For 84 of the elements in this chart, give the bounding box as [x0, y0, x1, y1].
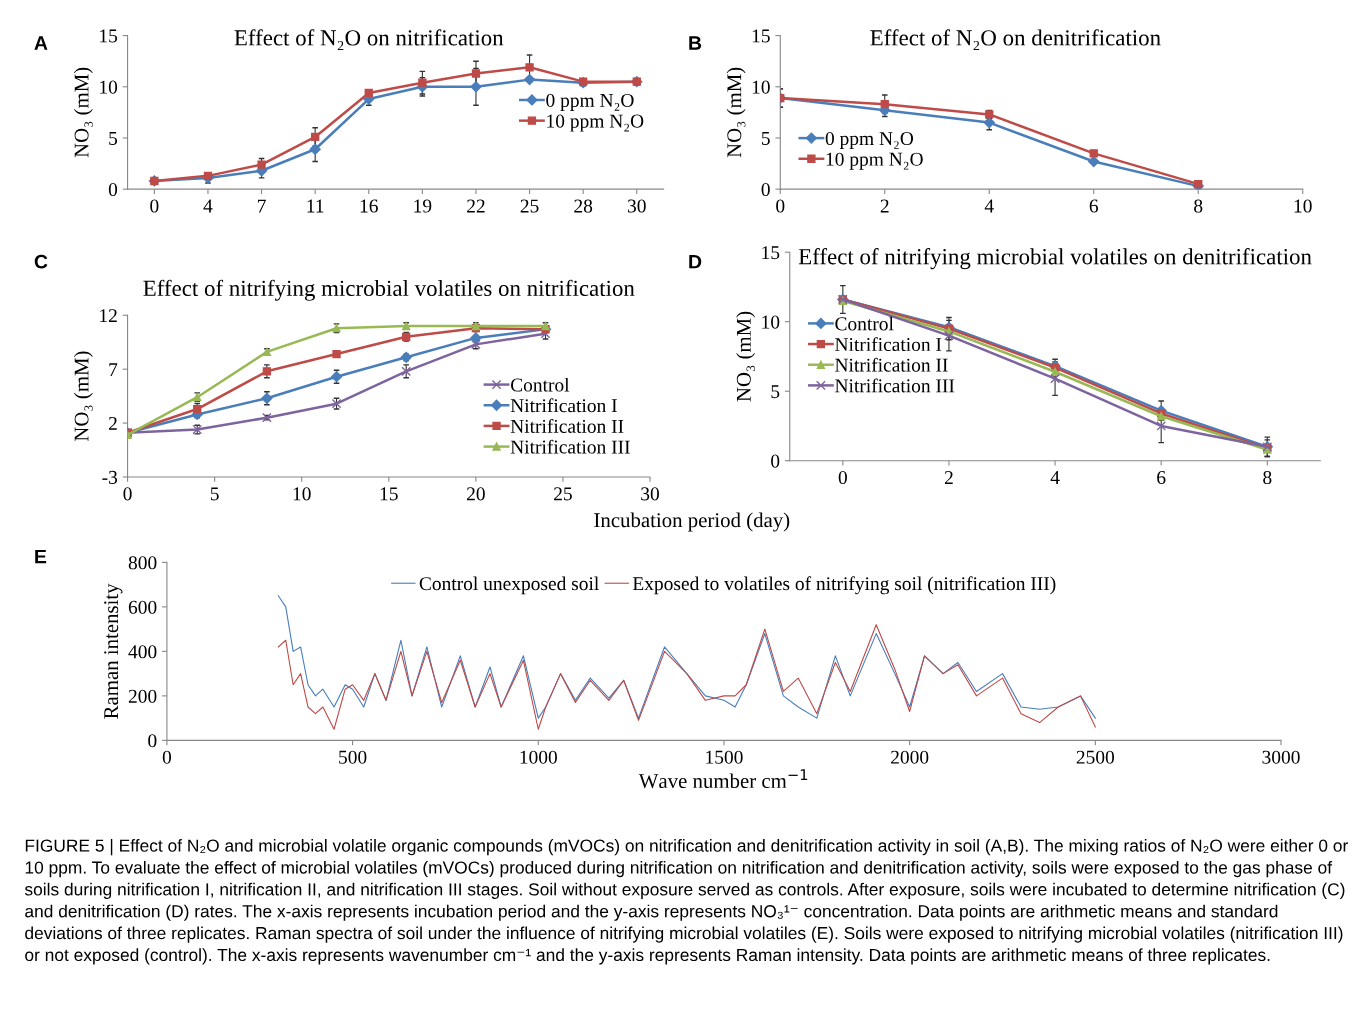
x-tick-label: 2 [944, 471, 953, 484]
chart-title: Effect of nitrifying microbial volatiles on denitrification [798, 248, 1312, 270]
x-tick-label: 10 [293, 487, 311, 501]
x-tick-label: 2 [880, 199, 889, 213]
y-tick-label: 10 [752, 80, 770, 94]
y-tick-label: 12 [100, 309, 117, 323]
y-tick-label: 0 [761, 182, 770, 197]
y-tick-label: -3 [102, 470, 118, 484]
x-tick-label: 22 [467, 199, 485, 213]
y-tick-label: 10 [100, 80, 118, 94]
legend-label: Nitrification I [510, 398, 617, 413]
legend-label: Nitrification II [510, 419, 624, 433]
legend-label: 10 ppm N₂O [547, 114, 644, 132]
y-tick-label: 600 [128, 600, 157, 614]
y-tick-label: 10 [762, 315, 780, 329]
x-axis-title: Incubation period (day) [594, 512, 790, 532]
y-tick-label: 5 [771, 385, 780, 399]
caption: FIGURE 5 | Effect of N₂O and microbial volatile organic compounds (mVOCs) on nitrification and denitrification activity in soil (A,B). The mixing ratios of N₂O were either 0 or 10 ppm. To evaluate the effect of microbial volatiles (mVOCs) produced during nitrification on nitrification and denitrification activity, soils were exposed to the gas phase of soils during nitrification I, nitrification II, and nitrification III stages. Soil without exposure served as controls. After exposure, soils were incubated to determine nitrification (C) and denitrification (D) rates. The x-axis represents incubation period and the y-axis represents NO₃¹⁻ concentration. Data points are arithmetic means and standard deviations of three replicates. Raman spectra of soil under the influence of nitrifying microbial volatiles (E). Soils were exposed to nitrifying microbial volatiles (nitrification III) or not exposed (control). The x-axis represents wavenumber cm⁻¹ and the y-axis represents Raman intensity. Data points are arithmetic means of three replicates. [24, 839, 1348, 965]
legend-label: 0 ppm N₂O [825, 131, 914, 150]
y-tick-label: 400 [128, 645, 157, 659]
y-tick-label: 5 [109, 131, 118, 145]
legend-label: Control [835, 316, 894, 331]
y-tick-label: 0 [148, 734, 157, 748]
x-tick-label: 2000 [891, 750, 929, 764]
x-tick-label: 1500 [706, 750, 743, 764]
y-tick-label: 15 [762, 246, 780, 260]
x-tick-label: 0 [162, 750, 172, 764]
x-tick-label: 25 [554, 487, 572, 501]
x-tick-label: 4 [1050, 471, 1060, 484]
text: C [34, 254, 48, 269]
y-tick-label: 15 [752, 29, 770, 43]
x-tick-label: 500 [339, 750, 367, 764]
y-axis-title: Raman intensity [104, 583, 123, 719]
y-tick-label: 200 [128, 689, 157, 703]
chart-title: Effect of N₂O on nitrification [234, 29, 504, 51]
x-tick-label: 6 [1089, 199, 1099, 213]
y-axis-title: NO₃ (mM) [73, 67, 93, 158]
x-axis-title: Wave number cm$^{−1}$ [638, 769, 808, 789]
legend-label: 0 ppm N₂O [546, 93, 634, 111]
y-tick-label: 800 [128, 556, 157, 570]
x-tick-label: 25 [520, 199, 539, 213]
legend-label: Nitrification I [835, 337, 942, 352]
x-tick-label: 7 [257, 199, 266, 213]
y-tick-label: 2 [108, 416, 117, 430]
y-axis-title: NO₃ (mM) [73, 351, 93, 442]
x-tick-label: 16 [360, 199, 378, 213]
x-tick-label: 11 [307, 199, 324, 213]
x-tick-label: 0 [838, 470, 847, 485]
x-tick-label: 8 [1194, 199, 1203, 213]
x-tick-label: 5 [210, 487, 219, 501]
x-tick-label: 28 [574, 199, 593, 213]
x-tick-label: 15 [380, 487, 398, 501]
x-tick-label: 20 [466, 487, 485, 501]
x-tick-label: 4 [203, 199, 213, 213]
y-tick-label: 0 [108, 182, 118, 197]
y-axis-title: NO₃ (mM) [736, 311, 756, 402]
x-tick-label: 1000 [520, 750, 557, 764]
x-tick-label: 6 [1157, 471, 1166, 485]
y-tick-label: 15 [100, 29, 118, 43]
y-tick-label: 5 [761, 131, 770, 145]
y-axis-title: NO₃ (mM) [726, 67, 746, 158]
x-tick-label: 10 [1294, 199, 1312, 213]
x-tick-label: 3000 [1262, 750, 1300, 764]
legend-label: Exposed to volatiles of nitrifying soil (nitrification III) [632, 576, 1056, 595]
x-tick-label: 8 [1263, 470, 1272, 485]
text: E [35, 549, 47, 564]
text: D [689, 254, 702, 269]
x-tick-label: 19 [414, 199, 432, 213]
legend-label: Control [510, 377, 570, 392]
legend-label: Nitrification II [835, 357, 948, 372]
y-tick-label: 0 [771, 454, 780, 468]
text: A [34, 36, 48, 50]
chart-title: Effect of nitrifying microbial volatiles on nitrification [143, 279, 635, 301]
x-tick-label: 30 [641, 487, 659, 501]
legend-label: Nitrification III [835, 378, 955, 393]
text: B [689, 36, 702, 50]
legend-label: Control unexposed soil [419, 576, 599, 595]
x-tick-label: 4 [984, 199, 994, 213]
y-tick-label: 7 [109, 363, 118, 376]
legend-label: 10 ppm N₂O [826, 152, 923, 170]
x-tick-label: 30 [627, 199, 646, 213]
legend-label: Nitrification III [510, 439, 630, 454]
x-tick-label: 2500 [1076, 750, 1115, 764]
chart-title: Effect of N₂O on denitrification [870, 29, 1161, 51]
